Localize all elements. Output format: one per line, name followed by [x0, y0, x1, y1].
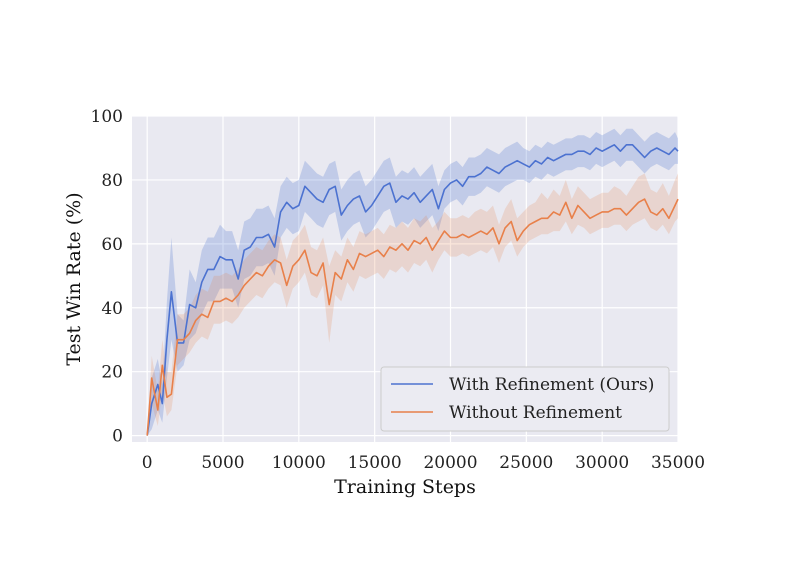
x-tick-label: 30000 — [575, 453, 629, 473]
x-tick-label: 15000 — [348, 453, 402, 473]
y-axis-label: Test Win Rate (%) — [63, 192, 85, 365]
line-with-refinement — [146, 144, 679, 436]
x-tick-label: 20000 — [423, 453, 477, 473]
x-tick-label: 0 — [142, 453, 153, 473]
y-tick-label: 40 — [101, 299, 123, 319]
band-with-refinement — [147, 128, 678, 436]
confidence-bands — [147, 128, 678, 436]
y-tick-labels: 0 20 40 60 80 100 — [91, 107, 123, 447]
line-without-refinement — [146, 198, 679, 436]
y-tick-label: 80 — [101, 171, 123, 191]
x-tick-label: 25000 — [499, 453, 553, 473]
y-tick-label: 20 — [101, 363, 123, 383]
y-tick-label: 100 — [91, 107, 123, 127]
x-axis-label: Training Steps — [334, 476, 476, 498]
x-tick-label: 35000 — [651, 453, 705, 473]
x-tick-label: 10000 — [272, 453, 326, 473]
legend-box — [380, 366, 670, 432]
x-tick-label: 5000 — [201, 453, 244, 473]
y-tick-label: 60 — [101, 235, 123, 255]
legend-label-without-refinement: Without Refinement — [449, 403, 622, 423]
x-tick-labels: 0 5000 10000 15000 20000 25000 30000 35000 — [142, 453, 705, 473]
legend: With Refinement (Ours) Without Refinemen… — [380, 366, 670, 432]
legend-label-with-refinement: With Refinement (Ours) — [449, 375, 654, 395]
y-tick-label: 0 — [112, 427, 123, 447]
series-lines — [146, 144, 679, 436]
band-without-refinement — [147, 173, 678, 436]
